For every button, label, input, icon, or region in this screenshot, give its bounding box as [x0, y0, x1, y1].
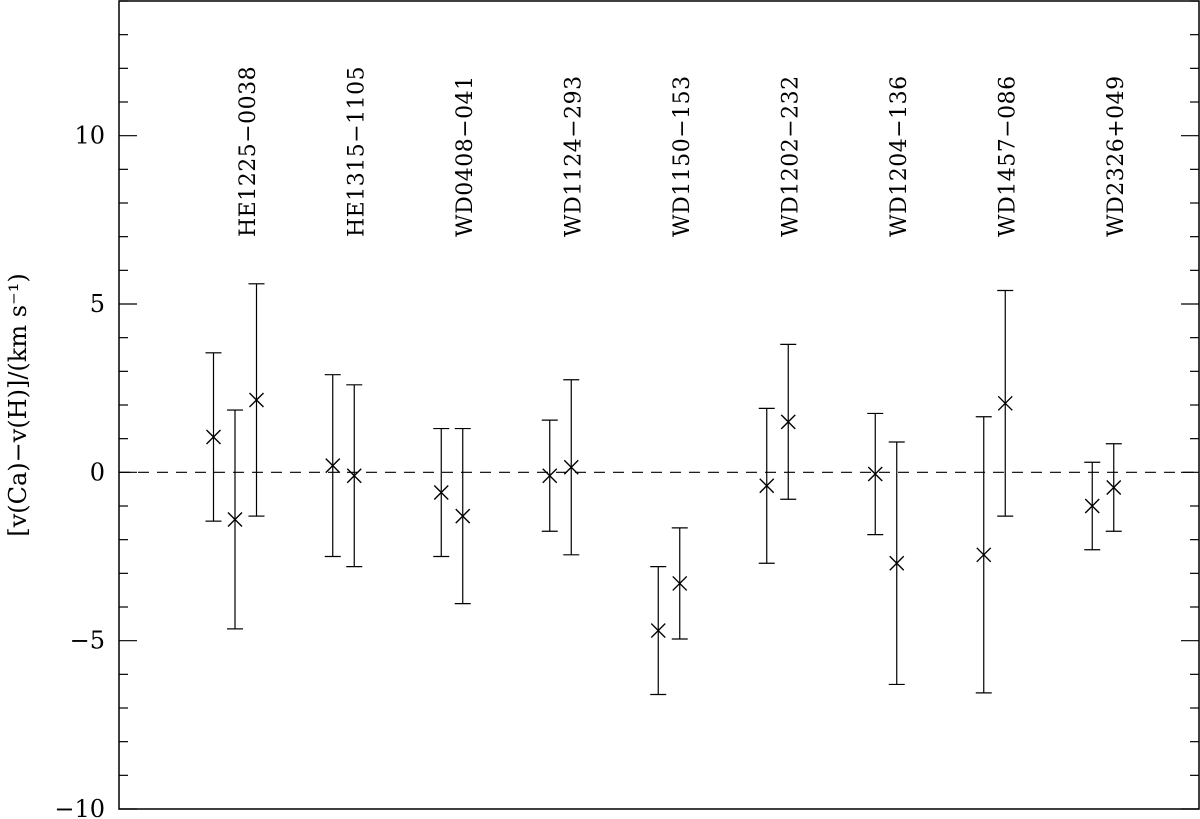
data-point-marker: [346, 468, 362, 484]
data-point-marker: [976, 547, 992, 563]
y-tick-label: −10: [54, 795, 105, 819]
y-tick-label: −5: [70, 627, 105, 655]
y-tick-labels: 10 5 0 −5 −10: [54, 122, 105, 819]
star-label: WD1124−293: [562, 75, 587, 237]
star-label: WD1150−153: [670, 75, 695, 237]
data-point-marker: [433, 485, 449, 501]
data-point-marker: [672, 575, 688, 591]
y-ticks: [119, 0, 1199, 810]
data-point-marker: [759, 478, 775, 494]
y-tick-label: 0: [90, 458, 105, 486]
data-point-marker: [227, 511, 243, 527]
data-point-marker: [325, 458, 341, 474]
y-axis-label: [v(Ca)−v(H)]/(km s⁻¹): [4, 273, 32, 536]
plot-frame: [118, 0, 1200, 810]
star-label: WD0408−041: [453, 75, 478, 237]
y-tick-label: 10: [74, 122, 105, 150]
star-label: HE1225−0038: [236, 66, 261, 237]
data-point-marker: [206, 429, 221, 445]
data-point-marker: [650, 623, 666, 639]
star-label: WD1204−136: [887, 75, 912, 237]
star-label: HE1315−1105: [345, 66, 370, 237]
star-labels: HE1225−0038 HE1315−1105 WD0408−041 WD1124−2…: [236, 66, 1129, 237]
data-point-marker: [1084, 498, 1100, 514]
data-point-marker: [1106, 479, 1122, 495]
star-label: WD1202−232: [779, 75, 804, 237]
star-label: WD2326+049: [1104, 75, 1129, 237]
star-label: WD1457−086: [996, 75, 1021, 237]
data-point-marker: [249, 392, 264, 408]
data-point-marker: [780, 414, 796, 430]
data-point-marker: [867, 466, 883, 482]
data-point-marker: [542, 468, 558, 484]
data-point-marker: [997, 395, 1013, 411]
y-tick-label: 5: [90, 290, 105, 318]
data-points: [205, 283, 1122, 696]
data-point-marker: [563, 459, 579, 475]
data-point-marker: [455, 508, 471, 524]
data-point-marker: [889, 555, 905, 571]
